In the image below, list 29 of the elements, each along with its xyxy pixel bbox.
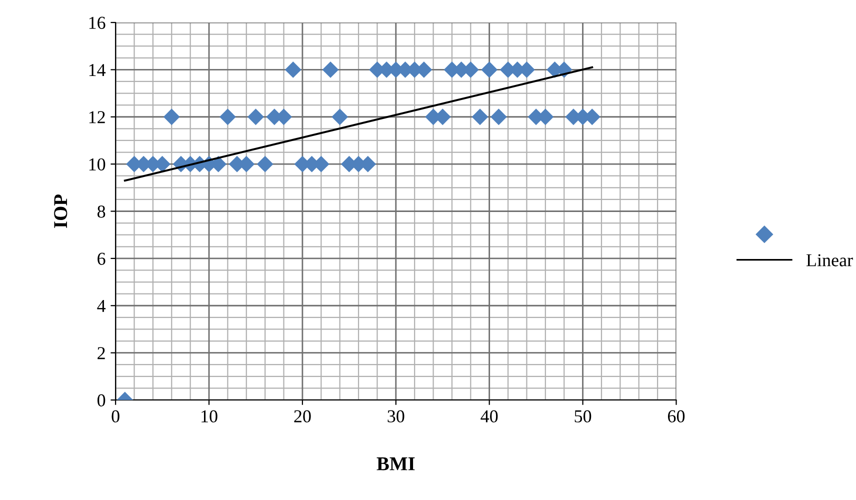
x-axis-title: BMI: [376, 457, 415, 470]
point: [472, 108, 488, 126]
x-tick-label: 60: [668, 410, 685, 422]
point: [248, 108, 264, 126]
x-tick-label: 50: [574, 410, 592, 422]
point: [481, 61, 498, 78]
point: [163, 108, 180, 126]
x-tick-label: 20: [294, 410, 311, 422]
y-tick-label: 10: [89, 158, 106, 171]
y-tick-label: 12: [89, 111, 105, 124]
y-tick-label: 16: [89, 16, 106, 29]
y-axis-title: IOP: [54, 194, 68, 228]
point: [219, 108, 236, 126]
y-tick-label: 0: [98, 394, 106, 406]
y-tick-label: 8: [98, 206, 106, 218]
point: [322, 61, 339, 78]
point: [490, 108, 507, 126]
x-tick-label: 10: [202, 410, 218, 422]
legend-label: Linear: [806, 254, 853, 266]
y-tick-label: 14: [89, 64, 106, 76]
y-tick-label: 2: [98, 347, 105, 360]
point: [284, 61, 302, 78]
x-tick-label: 0: [112, 410, 120, 422]
x-tick-label: 30: [388, 410, 404, 422]
point: [256, 156, 274, 172]
y-tick-label: 6: [98, 252, 106, 265]
x-tick-label: 40: [480, 410, 498, 422]
y-tick-label: 4: [97, 300, 106, 312]
point: [332, 108, 348, 126]
